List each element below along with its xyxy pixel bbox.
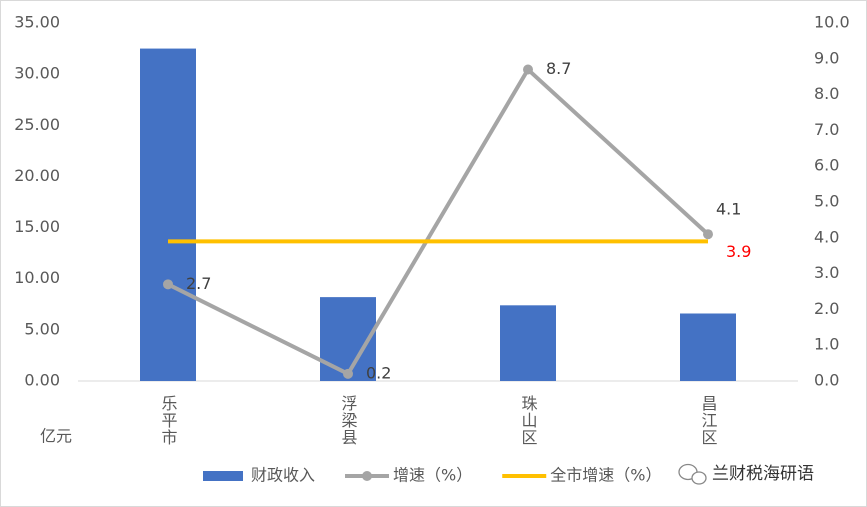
data-label: 3.9 bbox=[726, 242, 751, 261]
legend-marker bbox=[362, 471, 373, 481]
legend-label: 全市增速（%） bbox=[550, 466, 661, 485]
y-tick-label: 15.00 bbox=[14, 217, 60, 236]
bar bbox=[140, 48, 196, 381]
y2-tick-label: 5.0 bbox=[814, 192, 839, 211]
legend-label: 财政收入 bbox=[251, 466, 315, 485]
y2-tick-label: 1.0 bbox=[814, 335, 839, 354]
y2-tick-label: 10.0 bbox=[814, 13, 850, 32]
line-marker bbox=[523, 64, 533, 75]
data-label: 2.7 bbox=[186, 274, 211, 293]
y2-tick-label: 4.0 bbox=[814, 227, 839, 246]
bar bbox=[680, 313, 736, 381]
y-tick-label: 10.00 bbox=[14, 268, 60, 287]
data-label: 8.7 bbox=[546, 59, 571, 78]
watermark: 兰财税海研语 bbox=[712, 464, 814, 484]
y-tick-label: 35.00 bbox=[14, 13, 60, 32]
watermark-icon bbox=[678, 463, 707, 485]
legend-label: 增速（%） bbox=[393, 466, 472, 485]
y2-tick-label: 0.0 bbox=[814, 371, 839, 390]
x-tick-label: 乐平市 bbox=[159, 395, 178, 446]
y-tick-label: 5.00 bbox=[24, 319, 60, 338]
y2-tick-label: 8.0 bbox=[814, 84, 839, 103]
x-tick-label: 浮梁县 bbox=[339, 395, 358, 446]
y2-tick-label: 7.0 bbox=[814, 120, 839, 139]
data-label: 0.2 bbox=[366, 363, 391, 382]
y-tick-label: 0.00 bbox=[24, 371, 60, 390]
data-label: 4.1 bbox=[716, 200, 741, 219]
y2-tick-label: 9.0 bbox=[814, 48, 839, 67]
line bbox=[167, 67, 710, 376]
bar bbox=[500, 305, 556, 381]
legend-swatch bbox=[203, 471, 243, 481]
y-unit-label: 亿元 bbox=[40, 427, 72, 446]
x-tick-label: 珠山区 bbox=[519, 395, 538, 446]
y2-tick-label: 6.0 bbox=[814, 156, 839, 175]
y-tick-label: 20.00 bbox=[14, 166, 60, 185]
y2-tick-label: 3.0 bbox=[814, 263, 839, 282]
y-tick-label: 30.00 bbox=[14, 64, 60, 83]
y-tick-label: 25.00 bbox=[14, 115, 60, 134]
line-marker bbox=[163, 279, 173, 290]
y2-tick-label: 2.0 bbox=[814, 299, 839, 318]
line-marker bbox=[703, 229, 713, 240]
line-marker bbox=[343, 368, 353, 379]
x-tick-label: 昌江区 bbox=[699, 395, 718, 446]
